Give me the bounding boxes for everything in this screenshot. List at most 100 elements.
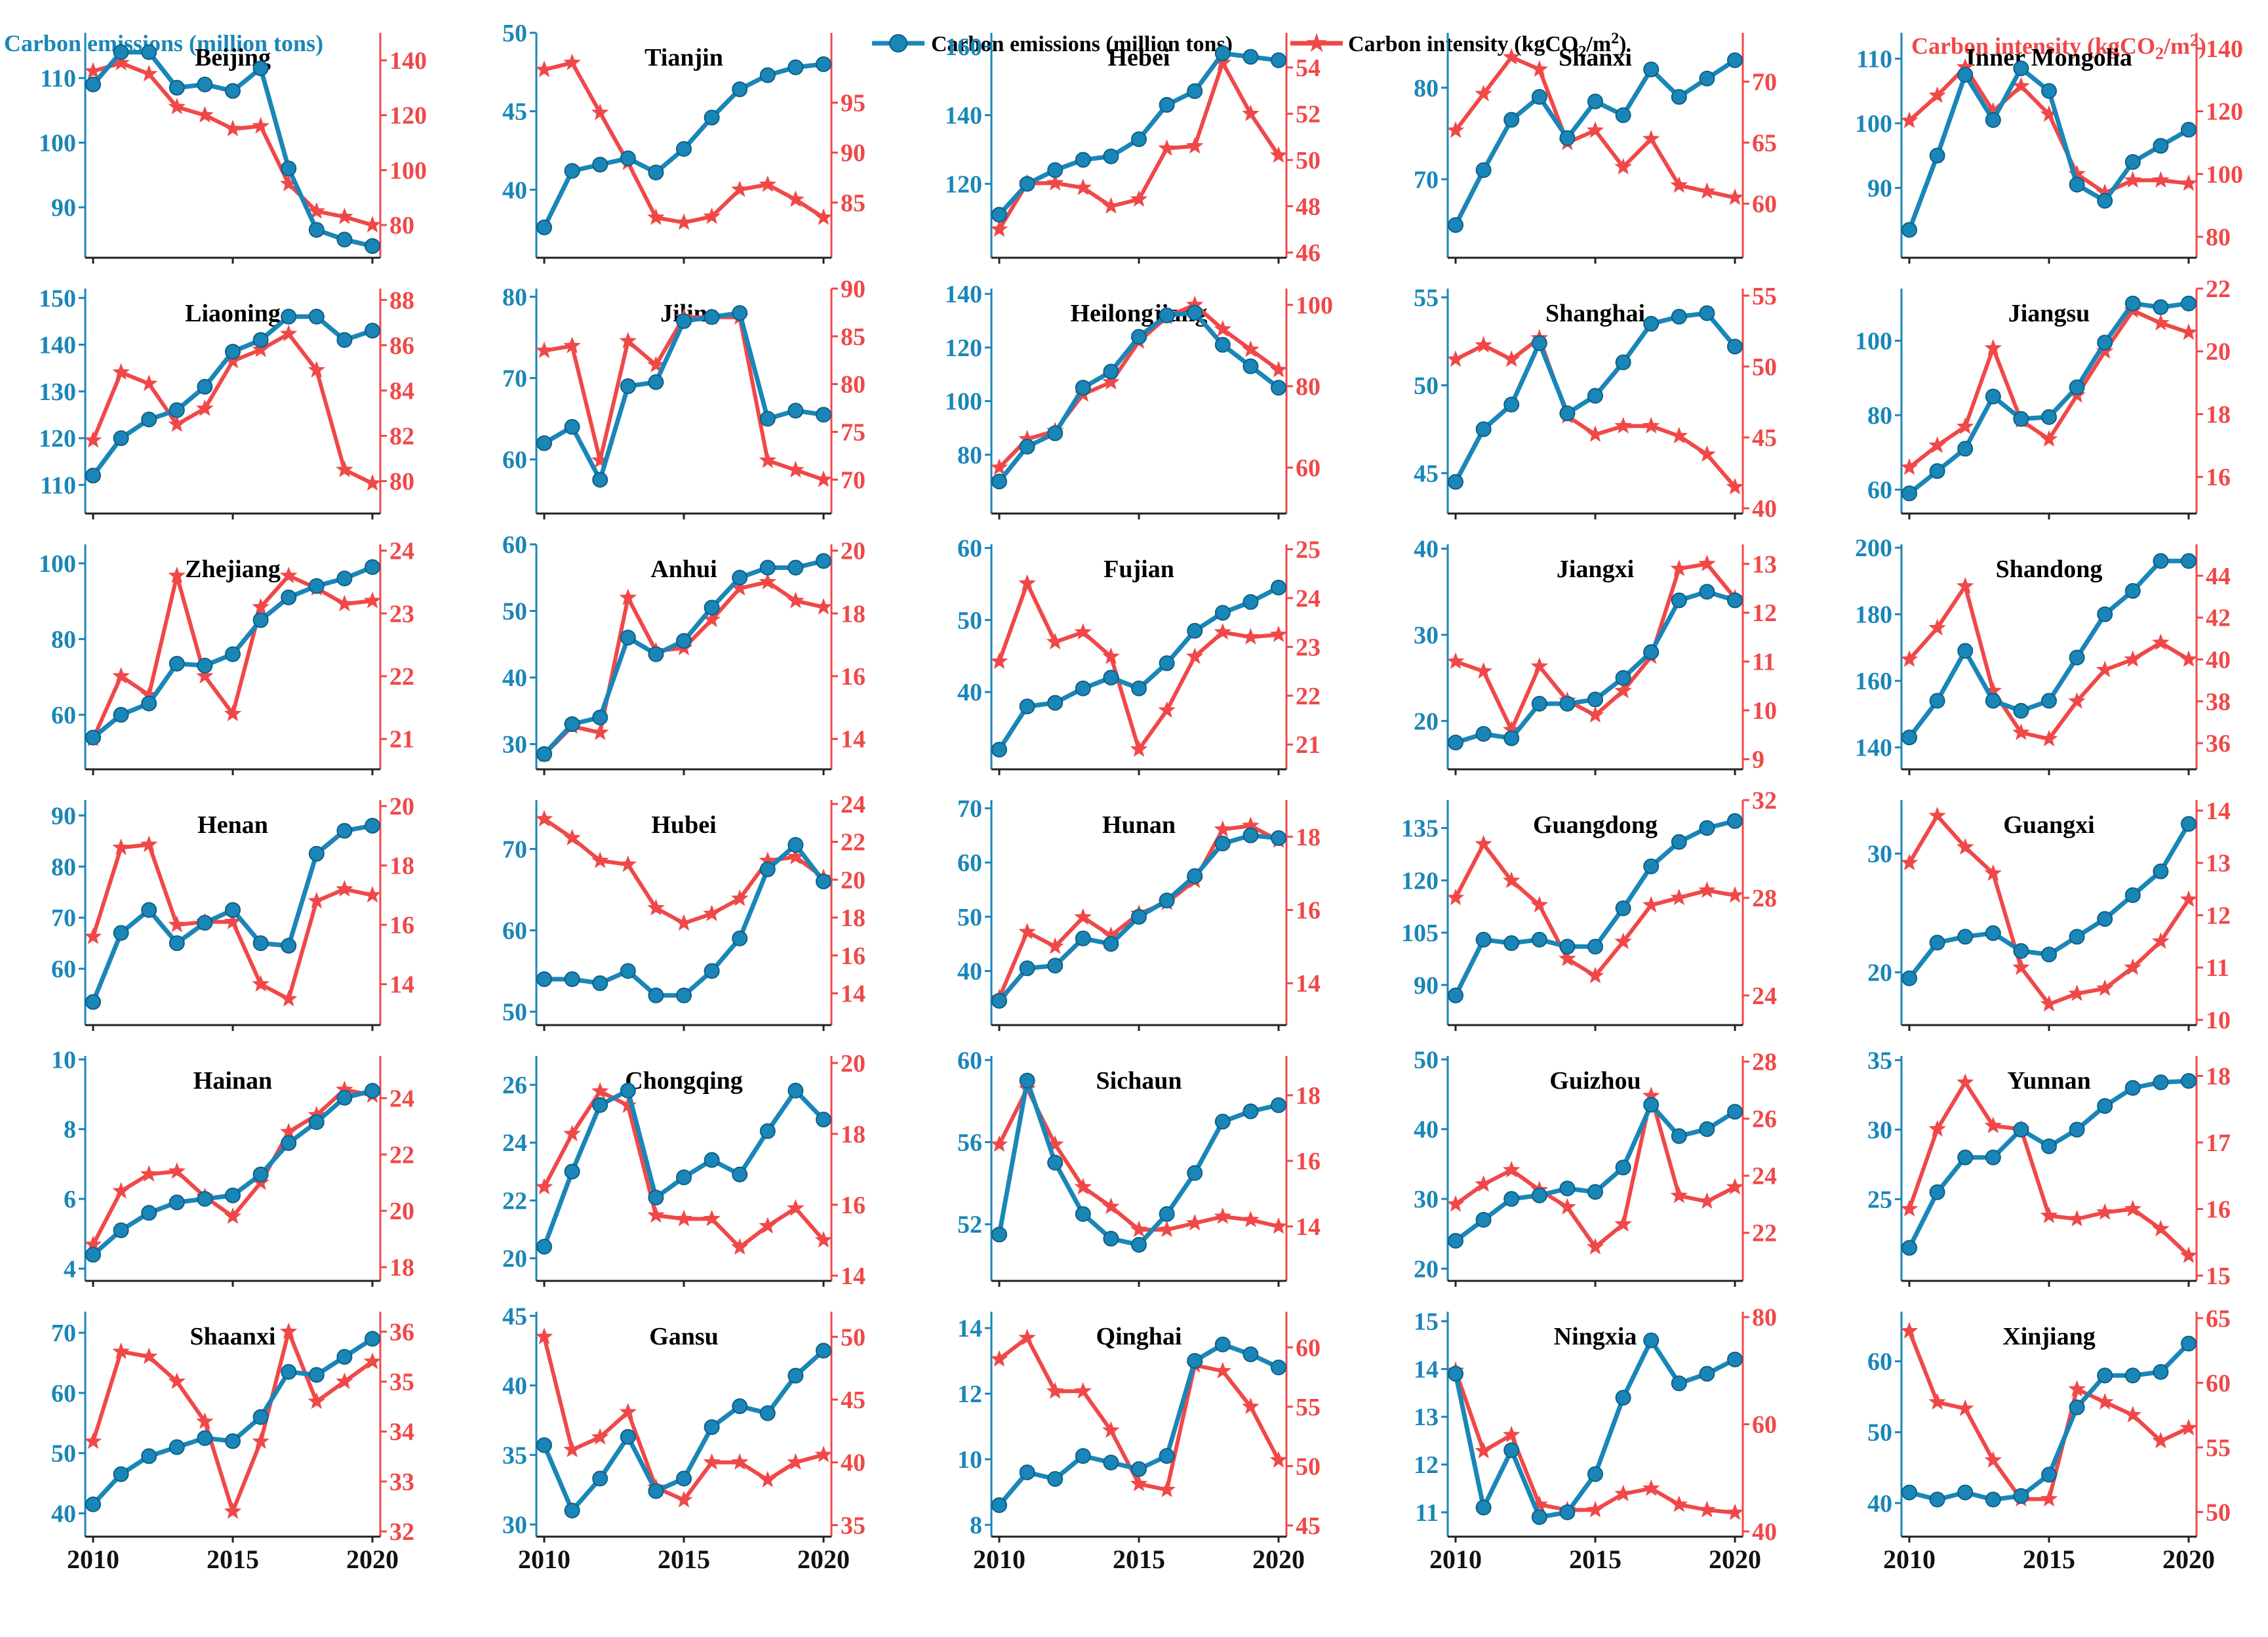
emissions-point <box>732 1398 748 1415</box>
emissions-point <box>676 1470 692 1487</box>
right-tick-label: 16 <box>2206 1196 2231 1223</box>
intensity-point <box>1185 647 1204 664</box>
intensity-line <box>1454 1369 1736 1515</box>
emissions-point <box>620 630 636 646</box>
emissions-point <box>1929 935 1945 951</box>
intensity-point <box>1614 416 1632 434</box>
panel-title: Qinghai <box>1096 1323 1182 1350</box>
emissions-point <box>1957 643 1974 659</box>
emissions-point <box>732 569 748 586</box>
intensity-point <box>619 855 637 872</box>
emissions-point <box>365 323 380 339</box>
emissions-point <box>2097 1367 2113 1384</box>
intensity-point <box>196 667 214 684</box>
intensity-point <box>787 1453 805 1470</box>
intensity-point <box>224 1207 242 1224</box>
emissions-point <box>732 81 748 98</box>
intensity-point <box>703 904 721 921</box>
emissions-point <box>676 313 692 329</box>
intensity-point <box>730 579 749 596</box>
left-tick-label: 8 <box>970 1512 982 1539</box>
panel-title: Xinjiang <box>2002 1323 2095 1350</box>
emissions-point <box>2124 295 2141 312</box>
x-tick-label: 2015 <box>1569 1545 1621 1574</box>
right-tick-label: 120 <box>389 102 427 130</box>
left-tick-label: 14 <box>957 1315 982 1343</box>
emissions-point <box>648 374 664 390</box>
intensity-point <box>619 1096 637 1113</box>
legend: Carbon emissions (million tons) ★ Carbon… <box>872 28 1626 60</box>
emissions-point <box>197 76 213 92</box>
intensity-point <box>1046 937 1064 954</box>
intensity-point <box>535 1177 553 1195</box>
intensity-point <box>1726 477 1744 495</box>
left-tick-label: 180 <box>1855 601 1892 629</box>
left-tick-label: 100 <box>39 550 76 578</box>
emissions-line <box>1453 58 1736 226</box>
emissions-point <box>991 1497 1007 1513</box>
intensity-point <box>647 355 665 373</box>
intensity-point <box>1074 623 1092 640</box>
emissions-point <box>1271 380 1286 396</box>
right-tick-label: 80 <box>389 468 414 496</box>
right-tick-label: 82 <box>389 422 414 450</box>
emissions-point <box>1075 1448 1091 1464</box>
intensity-point <box>730 1238 749 1255</box>
intensity-point <box>1046 1135 1064 1152</box>
emissions-point <box>308 222 325 238</box>
emissions-point <box>1103 1455 1119 1470</box>
left-tick-label: 20 <box>1414 1255 1439 1283</box>
emissions-point <box>252 332 269 348</box>
emissions-point <box>141 695 157 712</box>
emissions-point <box>1187 1353 1203 1369</box>
left-tick-label: 60 <box>502 447 527 474</box>
right-tick-label: 23 <box>1296 634 1321 661</box>
left-tick-label: 130 <box>39 378 76 406</box>
emissions-point <box>1159 1206 1175 1223</box>
left-tick-label: 50 <box>51 1440 76 1468</box>
intensity-point <box>1614 681 1632 698</box>
emissions-point <box>1271 52 1286 68</box>
emissions-point <box>1699 305 1715 321</box>
emissions-point <box>281 308 297 325</box>
left-tick-label: 80 <box>51 626 76 653</box>
intensity-point <box>308 361 326 378</box>
intensity-point <box>2012 723 2030 740</box>
emissions-point <box>1131 680 1147 697</box>
intensity-point <box>363 592 382 609</box>
right-tick-label: 23 <box>389 600 414 628</box>
emissions-point <box>1957 441 1974 457</box>
emissions-point <box>1901 1240 1917 1256</box>
emissions-point <box>2013 702 2029 719</box>
emissions-point <box>169 935 185 952</box>
emissions-line <box>91 314 374 477</box>
left-tick-label: 35 <box>502 1442 527 1469</box>
intensity-point <box>1242 628 1260 645</box>
emissions-point <box>2097 334 2113 351</box>
emissions-point <box>252 1166 269 1182</box>
emissions-point <box>536 435 552 451</box>
right-tick-label: 85 <box>841 190 865 217</box>
left-tick-label: 160 <box>1855 668 1892 695</box>
emissions-point <box>2013 1122 2029 1138</box>
intensity-point <box>787 592 805 609</box>
left-tick-label: 20 <box>1414 708 1439 735</box>
intensity-point <box>1670 1495 1688 1512</box>
left-tick-label: 50 <box>502 598 527 626</box>
emissions-point <box>365 1083 380 1099</box>
emissions-point <box>225 902 241 918</box>
emissions-point <box>2181 295 2197 312</box>
intensity-point <box>2152 1432 2170 1449</box>
emissions-point <box>336 232 353 248</box>
emissions-point <box>1615 107 1631 123</box>
intensity-point <box>1074 1382 1092 1399</box>
emissions-point <box>2013 411 2029 427</box>
emissions-point <box>1531 931 1547 948</box>
emissions-point <box>620 1082 636 1099</box>
intensity-point <box>1670 888 1688 906</box>
intensity-point <box>814 1445 833 1463</box>
intensity-point <box>2179 323 2198 340</box>
emissions-point <box>2097 606 2113 622</box>
intensity-point <box>2124 171 2142 188</box>
right-tick-label: 18 <box>841 600 865 628</box>
